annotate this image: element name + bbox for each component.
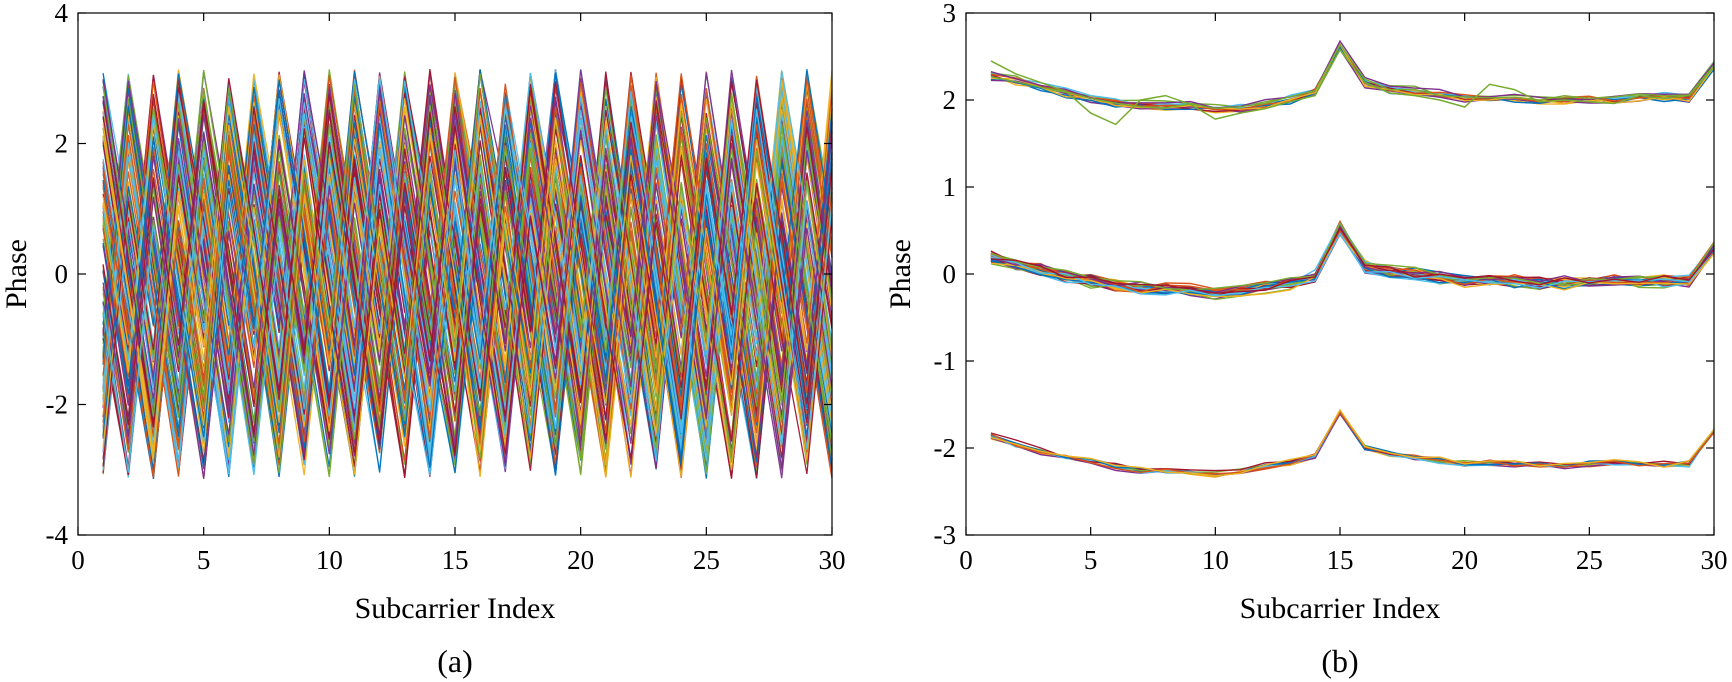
panel-b-series-line (990, 412, 1715, 478)
panel-a-series-line (102, 76, 833, 476)
panel-a-series-line (102, 79, 833, 459)
panel-b-series-line (990, 412, 1715, 477)
panel-b-series-line (990, 232, 1715, 297)
panel-b-y-tick-label: 1 (943, 172, 957, 202)
panel-a-x-tick-label: 25 (693, 545, 720, 575)
panel-a-x-tick-label: 5 (197, 545, 211, 575)
panel-b-x-tick-label: 0 (959, 545, 973, 575)
panel-b-series-line (990, 222, 1715, 291)
panel-a-x-tick-label: 30 (819, 545, 846, 575)
panel-a-series-line (102, 73, 833, 466)
panel-a-caption: (a) (437, 643, 473, 679)
panel-b-series-line (990, 226, 1715, 294)
panel-b-series-line (990, 410, 1715, 478)
panel-b-y-ticks: -3 -2 -1 0 1 2 3 (934, 0, 1714, 550)
panel-a-y-tick-label: -4 (46, 520, 69, 550)
chart-panel-a: 0 5 10 15 20 25 30 -4 -2 0 2 4 Subcarrier Index Ph… (0, 0, 846, 679)
panel-b-series-line (990, 42, 1715, 111)
panel-a-y-tick-label: 0 (55, 259, 69, 289)
panel-b-y-tick-label: -2 (934, 433, 957, 463)
panel-a-series-line (102, 72, 833, 462)
panel-b-x-ticks: 0 5 10 15 20 25 30 (959, 13, 1728, 575)
panel-a-traces (102, 69, 833, 480)
panel-b-caption: (b) (1321, 643, 1358, 679)
panel-b-x-axis-label: Subcarrier Index (1240, 592, 1441, 625)
panel-a-series-line (102, 80, 833, 461)
panel-b-x-tick-label: 20 (1451, 545, 1478, 575)
panel-a-x-tick-label: 0 (71, 545, 85, 575)
panel-b-y-tick-label: -1 (934, 346, 957, 376)
panel-b-x-tick-label: 15 (1327, 545, 1354, 575)
panel-b-x-tick-label: 30 (1701, 545, 1728, 575)
panel-a-series-line (102, 102, 833, 460)
panel-b-y-tick-label: 3 (943, 0, 957, 28)
panel-b-traces (990, 39, 1715, 478)
panel-a-series-line (102, 69, 833, 476)
panel-a-series-line (102, 73, 833, 478)
panel-a-y-tick-label: -2 (46, 390, 69, 420)
panel-b-x-tick-label: 10 (1202, 545, 1229, 575)
panel-a-series-line (102, 84, 833, 479)
panel-b-y-tick-label: 0 (943, 259, 957, 289)
panel-a-x-tick-label: 15 (442, 545, 469, 575)
panel-a-y-tick-label: 2 (55, 129, 69, 159)
panel-a-x-axis-label: Subcarrier Index (355, 592, 556, 625)
panel-b-x-tick-label: 25 (1576, 545, 1603, 575)
panel-a-y-tick-label: 4 (55, 0, 69, 28)
panel-b-y-axis-label: Phase (884, 239, 917, 309)
panel-b-y-tick-label: 2 (943, 85, 957, 115)
panel-b-series-line (990, 225, 1715, 300)
panel-a-series-line (102, 110, 833, 467)
panel-a-series-line (102, 96, 833, 476)
panel-b-outlier-series-line (990, 48, 1715, 126)
panel-b-series-line (990, 408, 1715, 477)
panel-b-y-tick-label: -3 (934, 520, 957, 550)
panel-a-x-tick-label: 20 (567, 545, 594, 575)
panel-a-y-ticks: -4 -2 0 2 4 (46, 0, 832, 550)
panel-a-y-axis-label: Phase (0, 239, 33, 309)
panel-a-series-line (102, 115, 833, 478)
panel-a-x-tick-label: 10 (316, 545, 343, 575)
panel-a-series-line (102, 106, 833, 477)
panel-a-series-line (102, 96, 833, 476)
chart-panel-b: 0 5 10 15 20 25 30 -3 -2 -1 0 1 2 3 Subcarrier Index… (884, 0, 1728, 679)
panel-a-x-ticks: 0 5 10 15 20 25 30 (71, 13, 846, 575)
panel-b-x-tick-label: 5 (1084, 545, 1098, 575)
panel-b-series-line (990, 47, 1715, 113)
panel-b-series-line (990, 43, 1715, 110)
